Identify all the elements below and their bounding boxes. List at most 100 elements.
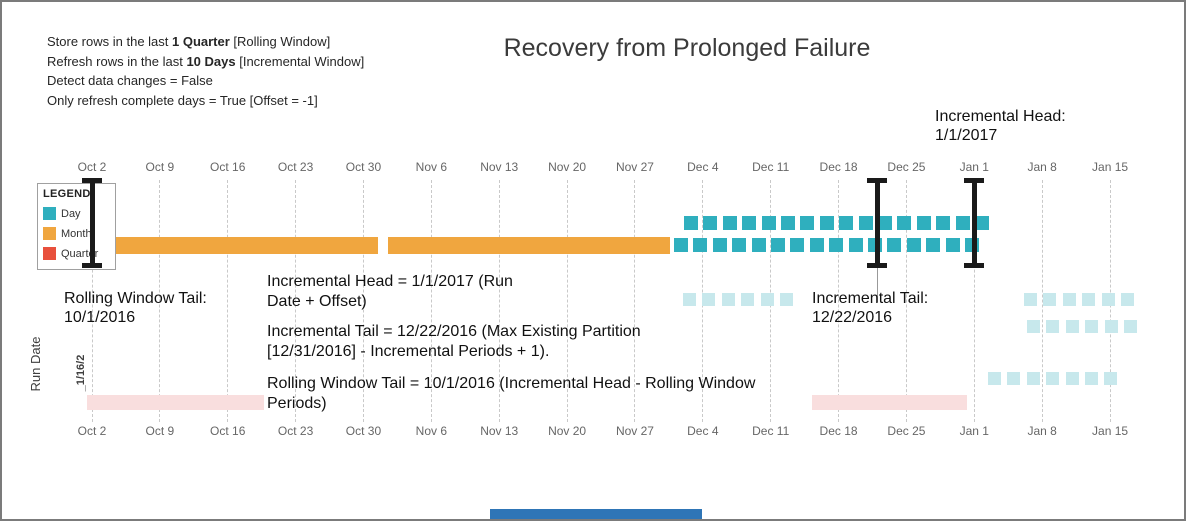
ghost-day-square [721, 293, 735, 306]
x-axis-label-top: Jan 15 [1092, 160, 1129, 174]
ghost-day-square [1046, 372, 1060, 385]
x-axis-label-top: Jan 8 [1027, 160, 1057, 174]
ghost-day-square [780, 293, 793, 306]
day-square [722, 216, 737, 230]
y-axis-label: Run Date [28, 336, 43, 392]
config-line: Refresh rows in the last 10 Days [Increm… [47, 53, 365, 69]
incremental-tail-marker-cap-bottom [867, 263, 888, 268]
x-axis-label-bottom: Nov 6 [415, 424, 448, 438]
ghost-day-square [1062, 293, 1076, 306]
day-square [906, 238, 921, 252]
run-date-row-label: _1/16/2 [75, 354, 87, 392]
incremental-tail-marker-line [874, 178, 880, 268]
day-square [926, 238, 941, 252]
x-axis-label-top: Nov 20 [548, 160, 587, 174]
day-square [936, 216, 951, 230]
incremental-head-callout-line2: 1/1/2017 [935, 127, 998, 144]
note-incremental-head: Incremental Head = 1/1/2017 (Run Date + … [267, 273, 513, 310]
note-incremental-tail: Incremental Tail = 12/22/2016 (Max Exist… [267, 323, 641, 360]
ghost-quarter-bar [87, 395, 264, 410]
day-square [674, 238, 688, 252]
day-square [712, 238, 727, 252]
legend-item-label: Quarter [61, 247, 99, 260]
ghost-day-square [1007, 372, 1021, 385]
day-square [878, 216, 892, 230]
x-axis-label-top: Dec 25 [887, 160, 926, 174]
rolling-window-tail-marker-cap-bottom [82, 263, 102, 268]
legend-item-month[interactable]: Month [43, 227, 115, 240]
day-square [684, 216, 698, 230]
gridline [295, 180, 297, 422]
day-square [742, 216, 757, 230]
gridline [227, 180, 229, 422]
gridline [566, 180, 568, 422]
legend-item-quarter[interactable]: Quarter [43, 247, 115, 260]
ghost-day-square [1085, 372, 1098, 385]
ghost-day-square [1121, 293, 1134, 306]
legend-item-label: Day [61, 207, 81, 220]
x-axis-label-bottom: Dec 25 [887, 424, 926, 438]
incremental-head-callout-line1: Incremental Head: [935, 108, 1066, 125]
day-square [887, 238, 902, 252]
legend-items: Day Month Quarter [43, 207, 115, 260]
day-square [800, 216, 815, 230]
chart-title: Recovery from Prolonged Failure [503, 34, 871, 62]
config-line: Detect data changes = False [47, 73, 213, 88]
x-axis-label-top: Oct 9 [145, 160, 175, 174]
x-axis-label-top: Oct 16 [210, 160, 246, 174]
ghost-day-square [702, 293, 716, 306]
ghost-day-square [1085, 320, 1099, 333]
incremental-head-marker-cap-top [964, 178, 985, 183]
gridline [362, 180, 364, 422]
day-square [897, 216, 912, 230]
x-axis-label-top: Dec 4 [687, 160, 719, 174]
x-axis-label-top: Dec 11 [752, 160, 790, 174]
x-axis-label-bottom: Dec 4 [687, 424, 719, 438]
day-square [858, 216, 873, 230]
month-bar [92, 237, 378, 254]
day-square [945, 238, 960, 252]
day-square [916, 216, 931, 230]
gridline [634, 180, 636, 422]
x-axis-label-top: Oct 2 [77, 160, 107, 174]
gridline [498, 180, 500, 422]
day-swatch-icon [43, 207, 56, 220]
legend-item-day[interactable]: Day [43, 207, 115, 220]
incremental-tail-marker-cap-top [867, 178, 888, 183]
note-rolling-window-tail: Rolling Window Tail = 10/1/2016 (Increme… [267, 375, 756, 412]
ghost-day-square [741, 293, 755, 306]
incremental-tail-callout-line1: Incremental Tail: [812, 290, 929, 307]
x-axis-label-top: Nov 13 [480, 160, 519, 174]
day-square [790, 238, 805, 252]
month-swatch-icon [43, 227, 56, 240]
ghost-day-square [1043, 293, 1057, 306]
x-axis-label-bottom: Oct 16 [210, 424, 246, 438]
gridline [905, 180, 907, 422]
scrollbar-thumb[interactable] [490, 509, 702, 519]
config-panel: Store rows in the last 1 Quarter [Rollin… [47, 32, 364, 110]
gridline [1041, 180, 1043, 422]
ghost-quarter-bar [812, 395, 967, 410]
day-square [829, 238, 844, 252]
day-square [809, 238, 824, 252]
ghost-day-square [1027, 320, 1040, 333]
day-square [751, 238, 766, 252]
ghost-day-square [760, 293, 774, 306]
day-square [732, 238, 747, 252]
x-axis-label-top: Oct 30 [345, 160, 382, 174]
gridline [159, 180, 161, 422]
x-axis-label-bottom: Oct 23 [277, 424, 314, 438]
day-square [839, 216, 854, 230]
x-axis-label-top: Oct 23 [277, 160, 314, 174]
incremental-head-marker-line [971, 178, 977, 268]
month-bar [388, 237, 670, 254]
ghost-day-square [1104, 320, 1118, 333]
day-square [819, 216, 834, 230]
config-line: Only refresh complete days = True [Offse… [47, 92, 318, 108]
gridline [973, 180, 975, 422]
ghost-day-square [1082, 293, 1096, 306]
incremental-tail-callout: Incremental Tail: 12/22/2016 [812, 289, 928, 327]
rolling-window-tail-marker-cap-top [82, 178, 102, 183]
ghost-day-square [1026, 372, 1040, 385]
quarter-swatch-icon [43, 247, 56, 260]
